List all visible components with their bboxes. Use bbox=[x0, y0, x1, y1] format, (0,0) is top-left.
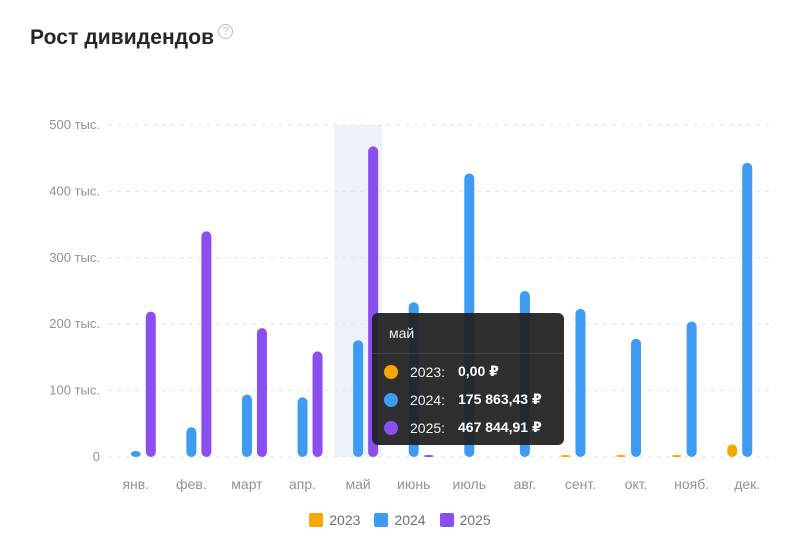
bar-2024-10 bbox=[631, 338, 642, 457]
x-tick-label: фев. bbox=[176, 476, 207, 492]
legend-label: 2023 bbox=[329, 512, 361, 528]
question-circle-icon[interactable]: ? bbox=[218, 23, 234, 39]
bar-2025-1 bbox=[145, 311, 156, 457]
series-dot-icon bbox=[384, 420, 398, 435]
bar-2023-10 bbox=[616, 455, 627, 457]
x-tick-label: июнь bbox=[397, 476, 430, 492]
bar-2024-12 bbox=[742, 162, 753, 457]
bar-2023-12 bbox=[727, 444, 738, 457]
legend-swatch bbox=[309, 513, 324, 527]
tooltip-divider bbox=[372, 353, 564, 354]
tooltip-row-2024: 2024: 175 863,43 ₽ bbox=[384, 391, 542, 408]
bar-2025-3 bbox=[256, 328, 267, 457]
legend-swatch bbox=[439, 513, 454, 527]
series-dot-icon bbox=[384, 364, 398, 379]
x-tick-label: май bbox=[346, 476, 371, 492]
tooltip-row-year: 2024: bbox=[410, 391, 446, 408]
y-tick-label: 400 тыс. bbox=[49, 183, 100, 198]
legend-item-2024[interactable]: 2024 bbox=[374, 512, 426, 528]
y-tick-label: 300 тыс. bbox=[49, 250, 100, 265]
tooltip-row-year: 2025: bbox=[410, 419, 446, 436]
tooltip: май 2023: 0,00 ₽ 2024: 175 863,43 ₽ 2025… bbox=[372, 313, 564, 445]
chart-title: Рост дивидендов bbox=[30, 26, 215, 49]
bar-2024-11 bbox=[686, 321, 697, 457]
y-tick-label: 200 тыс. bbox=[49, 316, 100, 331]
x-tick-label: март bbox=[231, 476, 263, 492]
bar-2024-5 bbox=[353, 340, 364, 457]
x-tick-label: окт. bbox=[625, 476, 648, 492]
y-tick-label: 0 bbox=[93, 449, 100, 464]
bar-2024-4 bbox=[297, 397, 308, 457]
x-tick-label: нояб. bbox=[674, 476, 709, 492]
bar-2023-9 bbox=[560, 455, 571, 457]
bar-2024-1 bbox=[130, 451, 141, 457]
bar-2025-6 bbox=[423, 455, 434, 457]
tooltip-title: май bbox=[389, 325, 415, 341]
bar-2025-4 bbox=[312, 351, 323, 457]
x-tick-label: авг. bbox=[514, 476, 537, 492]
bar-2024-2 bbox=[186, 427, 197, 457]
x-tick-label: апр. bbox=[289, 476, 316, 492]
tooltip-row-value: 175 863,43 ₽ bbox=[458, 391, 542, 407]
bar-2025-2 bbox=[201, 231, 212, 457]
tooltip-row-2023: 2023: 0,00 ₽ bbox=[384, 363, 499, 380]
legend-swatch bbox=[374, 513, 389, 527]
bar-2023-11 bbox=[671, 455, 682, 457]
tooltip-row-year: 2023: bbox=[410, 363, 446, 380]
series-dot-icon bbox=[384, 392, 398, 407]
legend-item-2025[interactable]: 2025 bbox=[439, 512, 491, 528]
y-tick-label: 100 тыс. bbox=[49, 383, 100, 398]
legend-item-2023[interactable]: 2023 bbox=[309, 512, 360, 528]
chart-header: Рост дивидендов ? bbox=[30, 23, 234, 50]
chart-legend: 2023 2024 2025 bbox=[0, 512, 800, 528]
tooltip-row-2025: 2025: 467 844,91 ₽ bbox=[384, 419, 542, 436]
x-tick-label: дек. bbox=[734, 476, 760, 492]
bar-2024-3 bbox=[241, 394, 252, 457]
y-tick-label: 500 тыс. bbox=[49, 117, 100, 132]
dividend-growth-chart: 0 100 тыс. 200 тыс. 300 тыс. 400 тыс. 500 тыс… bbox=[49, 117, 775, 492]
tooltip-row-value: 0,00 ₽ bbox=[458, 363, 499, 379]
tooltip-row-value: 467 844,91 ₽ bbox=[458, 419, 542, 435]
legend-label: 2024 bbox=[394, 512, 426, 528]
x-tick-label: сент. bbox=[565, 476, 596, 492]
x-tick-label: янв. bbox=[122, 476, 149, 492]
legend-label: 2025 bbox=[459, 512, 491, 528]
x-tick-label: июль bbox=[453, 476, 486, 492]
bar-2024-9 bbox=[575, 308, 586, 457]
